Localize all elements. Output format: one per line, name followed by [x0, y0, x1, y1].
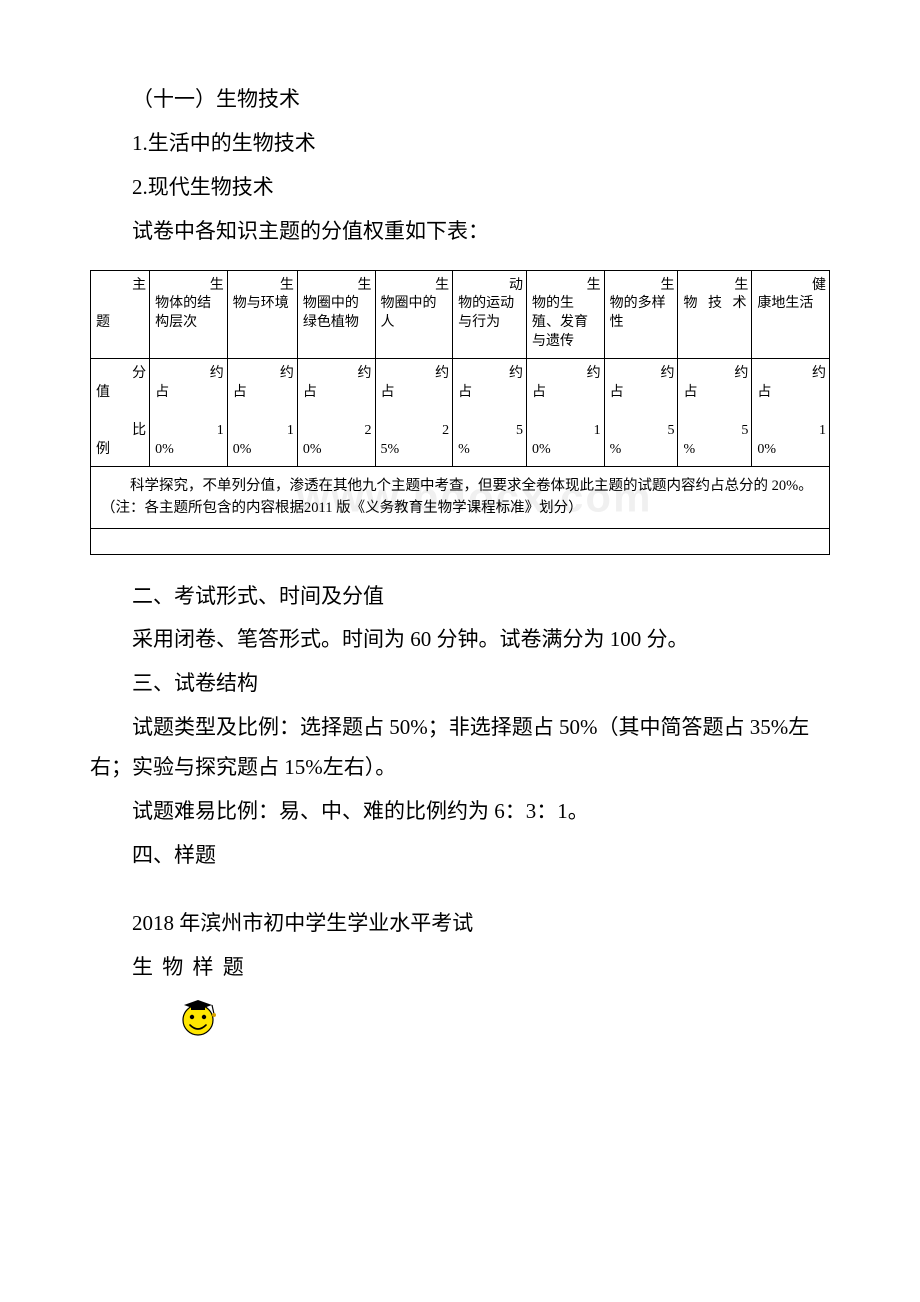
header-cell-5: 生物的生殖、发育与遗传 [526, 270, 604, 359]
value-cell-7: 约占5% [678, 359, 752, 466]
section-2-heading: 二、考试形式、时间及分值 [90, 577, 830, 617]
section-3-body-1: 试题类型及比例：选择题占 50%；非选择题占 50%（其中简答题占 35%左右；… [90, 708, 830, 788]
header-cell-2: 生物圈中的绿色植物 [297, 270, 375, 359]
table-header-row: 主 题 生物体的结构层次 生物与环境 生物圈中的绿色植物 生物圈中的人 动物的运… [91, 270, 830, 359]
smiley-grad-icon [132, 992, 222, 1054]
value-cell-0: 约占10% [150, 359, 228, 466]
table-note-cell: 科学探究，不单列分值，渗透在其他九个主题中考查，但要求全卷体现此主题的试题内容约… [91, 466, 830, 528]
value-cell-2: 约占20% [297, 359, 375, 466]
header-cell-3: 生物圈中的人 [375, 270, 453, 359]
value-cell-3: 约占25% [375, 359, 453, 466]
smiley-wrap [90, 992, 830, 1054]
header-cell-0: 生物体的结构层次 [150, 270, 228, 359]
value-cell-4: 约占5% [453, 359, 527, 466]
exam-title-year: 2018 年滨州市初中学生学业水平考试 [90, 904, 830, 944]
header-cell-6: 生物的多样性 [604, 270, 678, 359]
header-row-label-top: 主 [94, 277, 146, 296]
table-empty-row [91, 528, 830, 554]
value-cell-6: 约占5% [604, 359, 678, 466]
item-biotech-2: 2.现代生物技术 [90, 168, 830, 208]
header-cell-1: 生物与环境 [227, 270, 297, 359]
exam-title-subject: 生 物 样 题 [90, 948, 830, 988]
section-3-heading: 三、试卷结构 [90, 664, 830, 704]
value-cell-8: 约占10% [752, 359, 830, 466]
value-cell-1: 约占10% [227, 359, 297, 466]
weight-table: 主 题 生物体的结构层次 生物与环境 生物圈中的绿色植物 生物圈中的人 动物的运… [90, 270, 830, 555]
section-heading-biotech: （十一）生物技术 [90, 80, 830, 120]
header-cell-7: 生物 技 术 [678, 270, 752, 359]
table-values-row: 分 值 比 例 约占10% 约占10% 约占20% 约占25% 约占5% 约占1… [91, 359, 830, 466]
item-biotech-1: 1.生活中的生物技术 [90, 124, 830, 164]
header-cell-8: 健康地生活 [752, 270, 830, 359]
value-cell-5: 约占10% [526, 359, 604, 466]
weight-table-wrap: 主 题 生物体的结构层次 生物与环境 生物圈中的绿色植物 生物圈中的人 动物的运… [90, 270, 830, 555]
section-4-heading: 四、样题 [90, 836, 830, 876]
section-3-body-2: 试题难易比例：易、中、难的比例约为 6：3：1。 [90, 792, 830, 832]
table-intro: 试卷中各知识主题的分值权重如下表： [90, 212, 830, 252]
table-empty-cell [91, 528, 830, 554]
header-row-label-body: 题 [94, 314, 146, 333]
table-note-row: 科学探究，不单列分值，渗透在其他九个主题中考查，但要求全卷体现此主题的试题内容约… [91, 466, 830, 528]
header-cell-4: 动物的运动与行为 [453, 270, 527, 359]
table-note-text: 科学探究，不单列分值，渗透在其他九个主题中考查，但要求全卷体现此主题的试题内容约… [101, 478, 813, 516]
section-2-body: 采用闭卷、笔答形式。时间为 60 分钟。试卷满分为 100 分。 [90, 620, 830, 660]
values-row-label: 分 值 比 例 [91, 359, 150, 466]
header-row-label: 主 题 [91, 270, 150, 359]
